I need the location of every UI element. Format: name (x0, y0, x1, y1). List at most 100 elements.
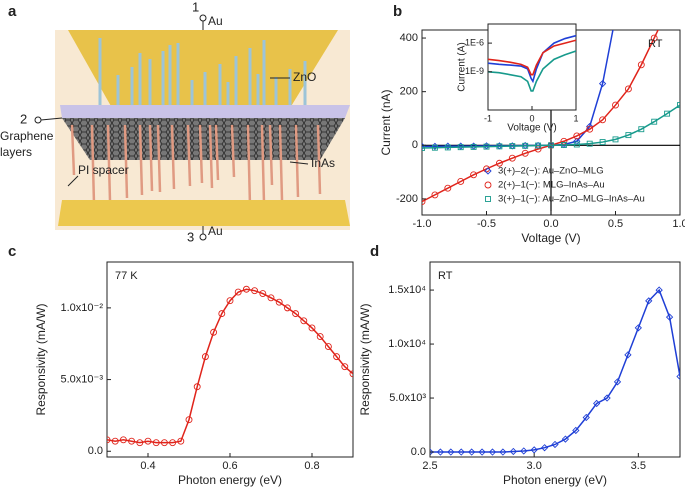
pointer (289, 161, 309, 165)
data-point (457, 144, 464, 151)
data-point (422, 198, 426, 206)
material-label: layers (0, 145, 32, 159)
x-tick-label: -0.5 (477, 218, 496, 230)
data-point (275, 298, 283, 306)
data-point (624, 85, 632, 93)
data-point (593, 399, 601, 408)
inas-rod (186, 124, 192, 187)
inas-rod (260, 124, 266, 204)
x-tick-label: 1 (573, 113, 578, 123)
data-point (530, 446, 538, 454)
data-point (603, 394, 611, 402)
y-tick-label: 0 (412, 139, 418, 151)
x-tick-label: 0.5 (608, 218, 623, 230)
data-point (218, 310, 226, 318)
inset-frame (487, 23, 577, 111)
y-tick-label: -200 (396, 193, 418, 205)
data-point (560, 142, 567, 148)
data-point (540, 444, 549, 452)
panel-label: d (370, 243, 379, 260)
x-tick-label: 0.4 (140, 460, 155, 472)
data-point (267, 294, 275, 302)
data-point (478, 448, 486, 456)
data-point (664, 110, 671, 117)
x-tick-label: 0.6 (222, 460, 237, 472)
data-point (422, 145, 425, 151)
data-point (324, 343, 332, 351)
data-point (119, 436, 127, 444)
data-point (495, 159, 503, 167)
y-tick-label: 1E-9 (465, 66, 484, 76)
inas-rod (156, 124, 162, 193)
data-point (457, 178, 465, 185)
data-point (582, 413, 590, 422)
inas-rod (138, 124, 144, 196)
plot-frame (106, 261, 354, 458)
data-point (201, 353, 209, 361)
data-point (193, 383, 201, 391)
inas-rod (90, 124, 96, 205)
data-point (185, 416, 193, 424)
data-point (483, 143, 490, 150)
data-point (645, 297, 653, 305)
data-point (613, 378, 622, 386)
terminal-label: 2 (20, 111, 27, 126)
data-point (431, 191, 439, 199)
data-point (259, 290, 267, 297)
data-point (144, 437, 152, 445)
terminal-label: 1 (192, 0, 199, 14)
inas-rod (198, 124, 204, 184)
data-point (436, 448, 445, 456)
plot-frame (429, 261, 681, 458)
y-tick-label: 1E-6 (465, 37, 484, 47)
plot-area (422, 8, 680, 215)
data-point (457, 448, 465, 456)
data-point (612, 136, 619, 143)
data-point (128, 437, 136, 445)
inset-line (488, 39, 576, 76)
au-top-electrode (68, 30, 338, 108)
data-point (447, 448, 455, 456)
data-point (210, 328, 218, 336)
data-point (234, 288, 242, 296)
data-point (226, 297, 234, 305)
data-point (625, 132, 632, 139)
data-point (522, 142, 529, 149)
data-point (509, 447, 517, 456)
material-label: InAs (311, 156, 335, 170)
y-axis-label: Current (nA) (379, 89, 393, 155)
graphene-top (60, 105, 350, 118)
data-point (316, 333, 324, 341)
data-point (551, 440, 559, 449)
data-point (444, 184, 452, 192)
inas-rods (70, 124, 322, 207)
fit-line (430, 288, 680, 453)
data-point (111, 437, 119, 445)
data-point (665, 313, 674, 321)
x-axis-label: Photon energy (eV) (178, 473, 282, 487)
data-point (177, 437, 185, 445)
y-tick-label: 0.0 (88, 445, 103, 457)
data-point (292, 310, 300, 318)
lead (40, 117, 63, 121)
au-bottom-electrode (58, 200, 350, 226)
panel-label: b (393, 3, 402, 20)
y-tick-label: 1.5x10⁴ (388, 284, 426, 296)
data-point (283, 304, 291, 312)
x-tick-label: 3.0 (527, 460, 542, 472)
terminal (199, 233, 207, 241)
inas-rod (278, 124, 284, 201)
inas-rod (170, 124, 176, 190)
inas-rod (230, 124, 236, 178)
x-tick-label: -1.0 (413, 218, 432, 230)
legend-label: 2(+)–1(−): MLG–InAs–Au (498, 180, 605, 191)
pointer (67, 175, 79, 187)
data-point (664, 8, 670, 14)
data-point (560, 137, 568, 145)
data-point (561, 435, 570, 443)
data-point (300, 317, 308, 325)
data-point (599, 116, 607, 124)
inas-rod (148, 124, 154, 192)
data-point (637, 61, 645, 69)
data-point (242, 285, 250, 293)
